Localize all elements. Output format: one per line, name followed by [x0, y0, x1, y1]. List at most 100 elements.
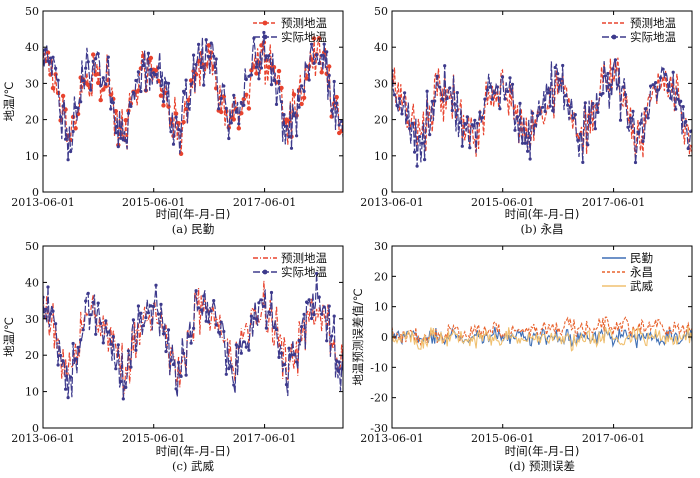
series-point-2: [86, 60, 90, 64]
series-point-2: [179, 374, 183, 378]
series-point-2: [279, 100, 284, 104]
legend-label: 实际地温: [281, 30, 327, 44]
series-point-1: [176, 121, 181, 126]
plot-frame: [42, 10, 344, 193]
series-point-1: [301, 95, 307, 101]
series-point-2: [197, 42, 201, 47]
series-point-2: [61, 104, 65, 108]
series-point-2: [252, 316, 256, 320]
series-point-2: [470, 123, 474, 127]
series-point-2: [51, 55, 55, 59]
series-point-1: [249, 68, 254, 73]
series-point-2: [71, 341, 75, 346]
series-line-2: [43, 32, 343, 160]
series-point-2: [242, 340, 246, 344]
series-point-2: [403, 91, 407, 95]
series-point-2: [116, 343, 120, 347]
series-point-1: [181, 119, 186, 125]
series-point-2: [430, 99, 434, 103]
series-point-1: [183, 106, 189, 112]
series-point-2: [247, 74, 251, 78]
series-point-2: [199, 65, 203, 70]
legend-label: 预测地温: [281, 16, 327, 30]
series-point-2: [556, 72, 560, 76]
y-tick-label: 30: [374, 77, 388, 90]
series-point-2: [458, 121, 462, 125]
legend-label: 实际地温: [281, 265, 327, 279]
series-point-1: [148, 55, 154, 61]
series-point-2: [292, 114, 296, 118]
series-point-2: [104, 82, 108, 86]
x-tick-label: 2013-06-01: [11, 196, 74, 209]
series-point-2: [581, 160, 585, 164]
series-point-2: [284, 383, 289, 387]
series-point-2: [229, 121, 233, 125]
series-point-2: [551, 109, 555, 113]
series-point-2: [229, 364, 233, 369]
series-point-2: [508, 76, 512, 80]
series-point-2: [207, 320, 211, 324]
series-point-2: [453, 102, 457, 106]
y-tick-label: -30: [370, 422, 388, 435]
x-tick-label: 2017-06-01: [582, 196, 645, 209]
series-point-2: [146, 311, 150, 315]
series-group: [43, 30, 343, 162]
series-point-2: [310, 42, 314, 46]
series-point-2: [232, 93, 236, 97]
series-point-2: [267, 54, 271, 58]
series-point-2: [169, 358, 173, 362]
series-point-2: [126, 349, 130, 353]
series-point-2: [194, 289, 198, 293]
series-point-2: [224, 106, 228, 110]
series-point-2: [134, 348, 138, 352]
y-tick-label: 50: [25, 240, 39, 253]
series-point-1: [319, 70, 324, 75]
series-point-2: [415, 164, 419, 168]
series-point-1: [334, 94, 339, 100]
series-point-2: [187, 334, 191, 338]
series-point-2: [410, 121, 414, 125]
series-point-1: [246, 106, 252, 111]
series-point-2: [204, 38, 208, 42]
series-point-2: [66, 396, 70, 400]
series-point-2: [114, 131, 118, 135]
series-point-2: [124, 385, 128, 389]
series-point-2: [633, 160, 638, 165]
series-point-2: [515, 115, 520, 119]
series-point-2: [54, 66, 58, 70]
series-point-1: [153, 68, 159, 73]
series-point-2: [400, 112, 404, 116]
plot-frame: [391, 10, 693, 193]
series-point-2: [244, 345, 248, 349]
series-point-2: [661, 67, 665, 71]
series-point-2: [277, 355, 281, 359]
series-point-1: [91, 52, 96, 57]
series-point-2: [332, 79, 336, 84]
series-point-2: [56, 78, 60, 82]
series-point-2: [395, 103, 399, 108]
series-point-2: [66, 158, 70, 162]
series-point-2: [282, 113, 286, 117]
series-point-2: [618, 118, 623, 122]
series-point-2: [335, 359, 339, 363]
series-point-2: [166, 81, 171, 85]
series-point-2: [232, 383, 236, 387]
series-point-2: [254, 65, 258, 69]
series-point-2: [182, 351, 186, 355]
series-point-2: [254, 317, 258, 321]
series-point-2: [297, 105, 301, 109]
legend-label: 永昌: [630, 265, 653, 279]
series-point-1: [299, 101, 304, 107]
series-point-2: [656, 88, 660, 92]
series-point-2: [465, 115, 469, 119]
series-point-2: [274, 102, 279, 106]
series-point-2: [438, 85, 442, 89]
series-point-2: [543, 109, 547, 113]
series-point-2: [307, 78, 311, 82]
series-point-2: [483, 97, 487, 101]
series-point-2: [207, 55, 211, 59]
series-point-2: [536, 114, 540, 118]
y-tick-label: 0: [32, 186, 39, 199]
series-point-2: [548, 104, 552, 108]
series-point-1: [53, 72, 58, 77]
